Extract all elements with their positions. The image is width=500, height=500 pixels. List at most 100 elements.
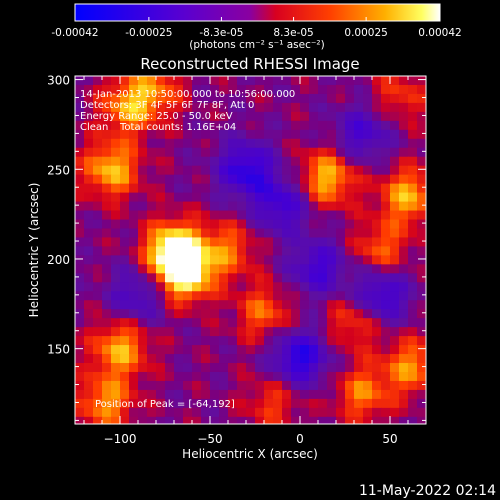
heatmap-cell [363, 327, 373, 337]
heatmap-cell [111, 228, 121, 239]
heatmap-cell [84, 84, 94, 95]
heatmap-cell [273, 201, 283, 212]
heatmap-cell [129, 363, 139, 373]
heatmap-cell [282, 192, 292, 203]
heatmap-cell [120, 371, 130, 382]
heatmap-cell [219, 183, 229, 194]
heatmap-cell [381, 255, 391, 265]
heatmap-cell [111, 327, 121, 337]
heatmap-cell [282, 111, 292, 122]
heatmap-cell [147, 210, 157, 221]
heatmap-cell [228, 264, 238, 274]
heatmap-cell [336, 93, 346, 104]
heatmap-cell [345, 282, 355, 292]
heatmap-cell [147, 354, 157, 364]
heatmap-cell [399, 273, 409, 283]
heatmap-cell [408, 363, 418, 373]
heatmap-cell [291, 246, 301, 256]
heatmap-cell [147, 147, 157, 158]
heatmap-cell [111, 102, 121, 113]
heatmap-cell [363, 138, 373, 149]
heatmap-cell [336, 228, 346, 239]
heatmap-cell [147, 120, 157, 131]
heatmap-cell [165, 84, 175, 95]
heatmap-cell [309, 282, 319, 292]
heatmap-cell [246, 120, 256, 131]
heatmap-cell [75, 398, 85, 409]
heatmap-cell [399, 210, 409, 221]
heatmap-cell [219, 201, 229, 212]
heatmap-cell [192, 201, 202, 212]
heatmap-cell [318, 318, 328, 328]
heatmap-cell [219, 102, 229, 113]
heatmap-cell [255, 354, 265, 364]
heatmap-cell [399, 416, 409, 424]
heatmap-cell [273, 336, 283, 346]
heatmap-cell [309, 327, 319, 337]
heatmap-cell [120, 156, 130, 167]
heatmap-cell [327, 138, 337, 149]
heatmap-cell [309, 84, 319, 95]
heatmap-cell [255, 309, 265, 319]
heatmap-cell [120, 138, 130, 149]
heatmap-cell [165, 354, 175, 364]
heatmap-cell [300, 102, 310, 113]
heatmap-cell [282, 138, 292, 149]
heatmap-cell [201, 371, 211, 382]
heatmap-cell [129, 210, 139, 221]
heatmap-cell [318, 219, 328, 230]
heatmap-cell [264, 228, 274, 239]
heatmap-cell [192, 354, 202, 364]
heatmap-cell [264, 165, 274, 176]
heatmap-cell [390, 264, 400, 274]
heatmap-cell [111, 336, 121, 346]
heatmap-cell [156, 246, 166, 256]
heatmap-cell [219, 129, 229, 140]
heatmap-cell [156, 156, 166, 167]
heatmap-cell [354, 93, 364, 104]
heatmap-cell [327, 237, 337, 248]
heatmap-cell [228, 246, 238, 256]
heatmap-cell [354, 183, 364, 194]
heatmap-cell [156, 345, 166, 355]
heatmap-cell [381, 147, 391, 158]
heatmap-cell [237, 174, 247, 185]
heatmap-cell [93, 102, 103, 113]
heatmap-cell [111, 147, 121, 158]
heatmap-cell [282, 174, 292, 185]
heatmap-cell [246, 318, 256, 328]
heatmap-cell [246, 336, 256, 346]
heatmap-cell [147, 237, 157, 248]
heatmap-cell [237, 165, 247, 176]
heatmap-cell [354, 336, 364, 346]
heatmap-cell [120, 174, 130, 185]
heatmap-cell [246, 183, 256, 194]
heatmap-cell [363, 102, 373, 113]
heatmap-cell [300, 156, 310, 167]
colorbar-tick-label: 0.00025 [344, 27, 387, 39]
heatmap-cell [237, 354, 247, 364]
heatmap-cell [273, 138, 283, 149]
heatmap-cell [147, 246, 157, 256]
heatmap-cell [291, 336, 301, 346]
heatmap-cell [93, 210, 103, 221]
heatmap-cell [336, 389, 346, 400]
heatmap-cell [75, 363, 85, 373]
heatmap-cell [264, 345, 274, 355]
heatmap-cell [183, 398, 193, 409]
heatmap-cell [408, 93, 418, 104]
heatmap-cell [363, 165, 373, 176]
heatmap-cell [174, 246, 184, 256]
heatmap-cell [381, 336, 391, 346]
heatmap-cell [84, 318, 94, 328]
heatmap-cell [228, 336, 238, 346]
heatmap-cell [309, 363, 319, 373]
heatmap-cell [138, 93, 148, 104]
heatmap-cell [318, 273, 328, 283]
heatmap-cell [75, 147, 85, 158]
heatmap-cell [93, 192, 103, 203]
heatmap-cell [309, 111, 319, 122]
heatmap-cell [327, 354, 337, 364]
heatmap-cell [174, 327, 184, 337]
heatmap-cell [318, 246, 328, 256]
